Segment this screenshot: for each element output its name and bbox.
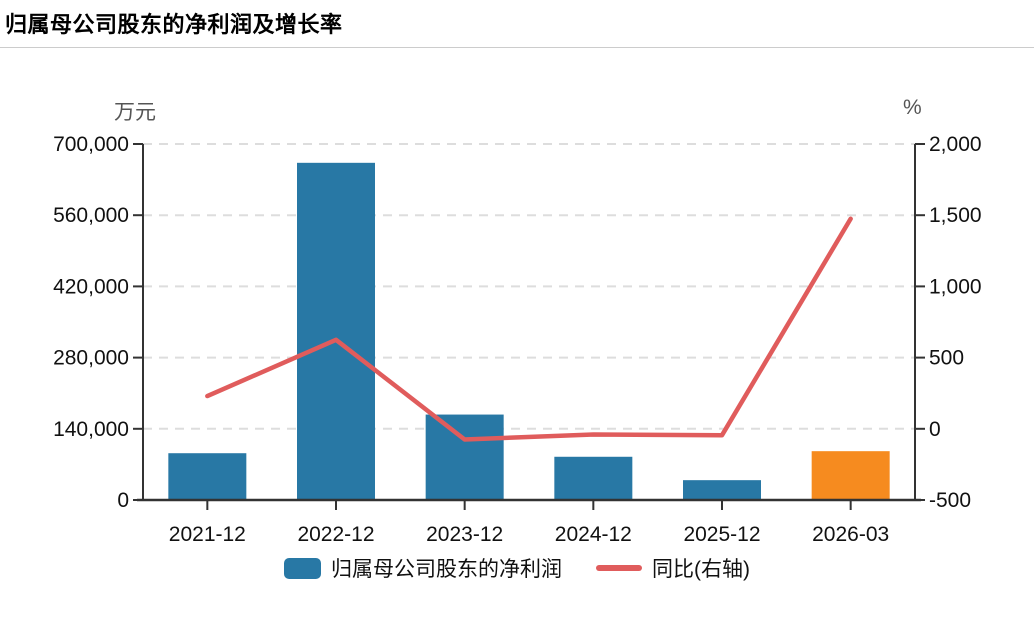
left-axis-tick-label: 560,000 — [53, 204, 129, 227]
bar-series-swatch-icon — [284, 557, 321, 579]
right-axis-tick-label: -500 — [929, 489, 971, 512]
bar-2026-03 — [811, 451, 890, 500]
x-axis-tick-label: 2025-12 — [683, 523, 760, 546]
bar-2022-12 — [297, 162, 375, 500]
left-axis-unit-label: 万元 — [114, 101, 156, 124]
bar-2021-12 — [168, 453, 247, 500]
x-axis-tick-label: 2021-12 — [169, 523, 246, 546]
left-axis-tick-label: 420,000 — [53, 275, 129, 298]
legend-item-yoy[interactable]: 同比(右轴) — [596, 553, 750, 583]
x-axis-tick-label: 2026-03 — [812, 523, 889, 546]
left-axis-tick-label: 0 — [117, 489, 129, 512]
bar-2023-12 — [425, 414, 504, 500]
x-axis-tick-label: 2023-12 — [426, 523, 503, 546]
yoy-line — [205, 216, 853, 442]
left-axis-tick-label: 700,000 — [53, 133, 129, 156]
right-axis-unit-label: % — [903, 96, 922, 119]
page-title: 归属母公司股东的净利润及增长率 — [5, 12, 343, 37]
left-axis-tick-label: 280,000 — [53, 347, 129, 370]
right-axis-tick-label: 500 — [929, 347, 964, 370]
chart-legend: 归属母公司股东的净利润 同比(右轴) — [0, 553, 1034, 583]
right-axis-tick-label: 1,000 — [929, 275, 982, 298]
x-axis-tick-label: 2024-12 — [555, 523, 632, 546]
legend-label-net-profit: 归属母公司股东的净利润 — [331, 558, 562, 581]
title-divider — [0, 47, 1034, 48]
legend-label-yoy: 同比(右轴) — [652, 558, 750, 581]
legend-item-net-profit[interactable]: 归属母公司股东的净利润 — [284, 553, 562, 583]
right-axis-tick-label: 0 — [929, 418, 941, 441]
right-axis-tick-label: 1,500 — [929, 204, 982, 227]
left-axis-tick-label: 140,000 — [53, 418, 129, 441]
bar-2024-12 — [554, 456, 633, 500]
right-axis-tick-label: 2,000 — [929, 133, 982, 156]
bar-2025-12 — [683, 480, 761, 500]
line-series-swatch-icon — [596, 565, 642, 571]
x-axis-tick-label: 2022-12 — [297, 523, 374, 546]
